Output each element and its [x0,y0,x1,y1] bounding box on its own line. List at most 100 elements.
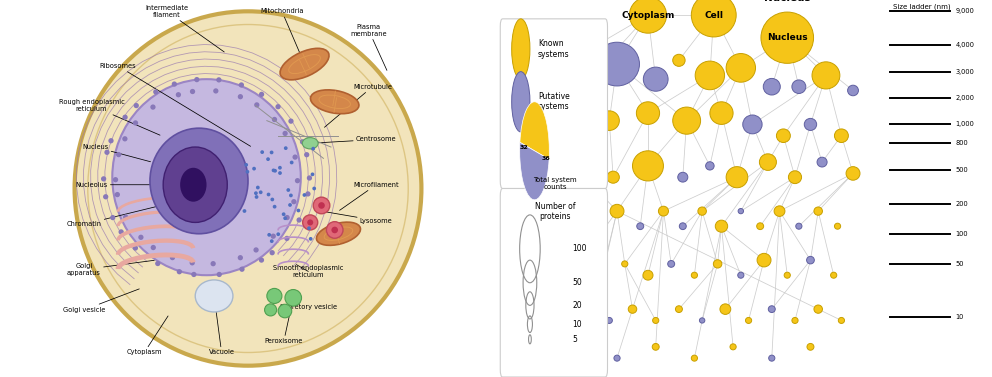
Circle shape [715,220,728,232]
Circle shape [155,261,161,266]
Circle shape [644,67,668,91]
Circle shape [512,19,530,79]
Circle shape [285,290,302,306]
Circle shape [597,271,606,279]
Text: 32: 32 [520,144,529,150]
Circle shape [133,245,138,251]
Text: Plasma
membrane: Plasma membrane [350,24,387,70]
Text: Nucleus: Nucleus [82,144,151,162]
Circle shape [297,218,302,223]
Circle shape [277,232,280,236]
Circle shape [288,203,292,207]
Circle shape [266,157,270,161]
Circle shape [699,318,705,323]
Circle shape [122,136,128,141]
Circle shape [792,80,806,93]
Circle shape [629,0,667,33]
Circle shape [309,237,312,241]
Circle shape [705,162,714,170]
Ellipse shape [195,280,233,312]
Text: Microtubule: Microtubule [324,84,392,127]
Text: Nucleus: Nucleus [764,0,810,3]
Circle shape [695,61,724,90]
Circle shape [239,267,245,272]
Circle shape [565,55,576,66]
Circle shape [172,81,177,87]
Circle shape [305,152,310,157]
Text: 4,000: 4,000 [955,42,974,48]
Circle shape [606,317,612,323]
Circle shape [278,304,292,318]
Circle shape [812,62,840,89]
Circle shape [259,190,263,194]
Circle shape [216,77,221,83]
Circle shape [194,77,199,82]
Circle shape [757,223,764,230]
Circle shape [784,272,791,278]
Circle shape [331,227,338,233]
Circle shape [313,197,329,214]
Text: Size ladder (nm): Size ladder (nm) [893,3,950,9]
Circle shape [566,211,574,219]
Circle shape [282,212,286,216]
Text: Putative
systems: Putative systems [538,92,569,112]
Text: Lysosome: Lysosome [322,211,393,224]
Text: 800: 800 [955,140,968,146]
Circle shape [267,233,271,237]
Text: Known
systems: Known systems [538,39,569,59]
Circle shape [293,155,298,160]
Text: Golgi vesicle: Golgi vesicle [62,289,139,313]
Circle shape [306,191,310,196]
Circle shape [254,102,260,107]
Circle shape [189,89,195,94]
Circle shape [244,163,248,167]
Circle shape [594,42,640,86]
Circle shape [273,205,277,208]
Ellipse shape [303,138,318,149]
Circle shape [103,194,108,199]
Circle shape [259,92,264,97]
Circle shape [574,261,582,267]
Circle shape [676,306,682,313]
Circle shape [738,272,744,278]
Circle shape [738,208,744,214]
Circle shape [123,215,128,220]
Text: 36: 36 [542,156,551,161]
Text: Cell: Cell [704,11,723,20]
Circle shape [652,343,660,350]
Circle shape [297,208,301,212]
Text: Cytoplasm: Cytoplasm [621,11,675,20]
Circle shape [271,198,274,201]
Circle shape [246,170,249,174]
Circle shape [265,304,277,316]
Circle shape [311,147,315,150]
Text: 50: 50 [572,278,582,287]
Circle shape [726,167,748,188]
Circle shape [104,150,110,155]
Circle shape [745,317,752,323]
Circle shape [774,206,785,216]
Ellipse shape [74,11,422,366]
Circle shape [283,131,288,136]
Circle shape [151,245,156,250]
Circle shape [303,215,317,230]
Circle shape [653,317,659,323]
Circle shape [806,343,814,350]
Circle shape [757,253,771,267]
Circle shape [691,272,697,278]
Circle shape [110,215,115,220]
Circle shape [289,193,293,197]
Text: Rough endoplasmic
reticulum: Rough endoplasmic reticulum [59,99,160,135]
Circle shape [760,154,777,170]
Circle shape [210,261,216,266]
Text: Number of
proteins: Number of proteins [535,202,575,221]
Text: 10: 10 [572,320,581,329]
Circle shape [643,270,653,280]
Circle shape [610,204,624,218]
Circle shape [239,82,244,87]
Text: 200: 200 [955,201,968,207]
Circle shape [743,115,762,134]
Circle shape [170,255,175,260]
Circle shape [255,195,259,199]
Circle shape [564,156,592,183]
